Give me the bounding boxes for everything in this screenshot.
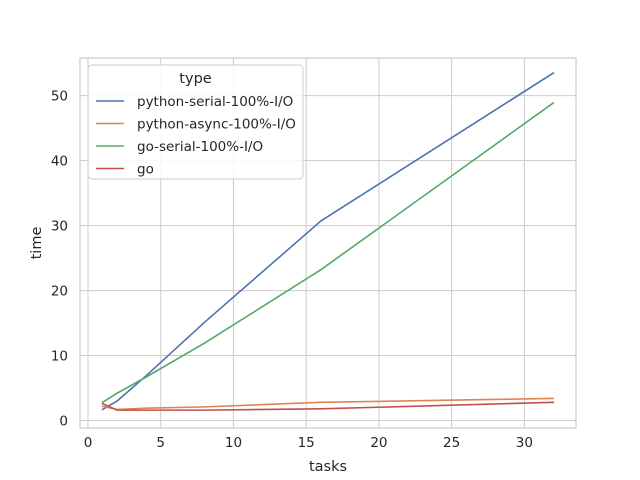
legend-label: go-serial-100%-I/O bbox=[137, 139, 263, 155]
x-tick-label: 15 bbox=[298, 435, 315, 451]
x-tick-label: 0 bbox=[84, 435, 93, 451]
x-tick-label: 20 bbox=[370, 435, 387, 451]
legend-title: type bbox=[179, 71, 211, 87]
legend-label: python-async-100%-I/O bbox=[137, 117, 296, 133]
legend-box bbox=[87, 64, 304, 180]
x-tick-label: 5 bbox=[156, 435, 165, 451]
y-tick-label: 10 bbox=[51, 349, 68, 365]
y-tick-label: 20 bbox=[51, 284, 68, 300]
y-axis-label: time bbox=[29, 227, 45, 260]
series-line-go-serial-100-i-o bbox=[101, 102, 555, 404]
legend: type python-serial-100%-I/O python-async-… bbox=[87, 64, 304, 180]
x-tick-label: 10 bbox=[225, 435, 242, 451]
legend-items: python-serial-100%-I/O python-async-100%-… bbox=[96, 94, 296, 178]
x-tick-label: 25 bbox=[443, 435, 460, 451]
y-tick-label: 40 bbox=[51, 154, 68, 170]
series-lines bbox=[101, 72, 555, 411]
y-tick-label: 0 bbox=[59, 414, 68, 430]
y-tick-label: 50 bbox=[51, 89, 68, 105]
series-line-python-serial-100-i-o bbox=[101, 72, 555, 411]
x-axis-label: tasks bbox=[309, 459, 347, 475]
legend-label: go bbox=[137, 162, 154, 178]
x-tick-labels: 0 5 10 15 20 25 30 bbox=[84, 435, 533, 451]
x-tick-label: 30 bbox=[516, 435, 533, 451]
y-tick-labels: 0 10 20 30 40 50 bbox=[51, 89, 68, 430]
series-line-go bbox=[101, 401, 555, 411]
legend-label: python-serial-100%-I/O bbox=[137, 94, 293, 110]
plot-frame bbox=[79, 57, 577, 429]
y-tick-label: 30 bbox=[51, 219, 68, 235]
